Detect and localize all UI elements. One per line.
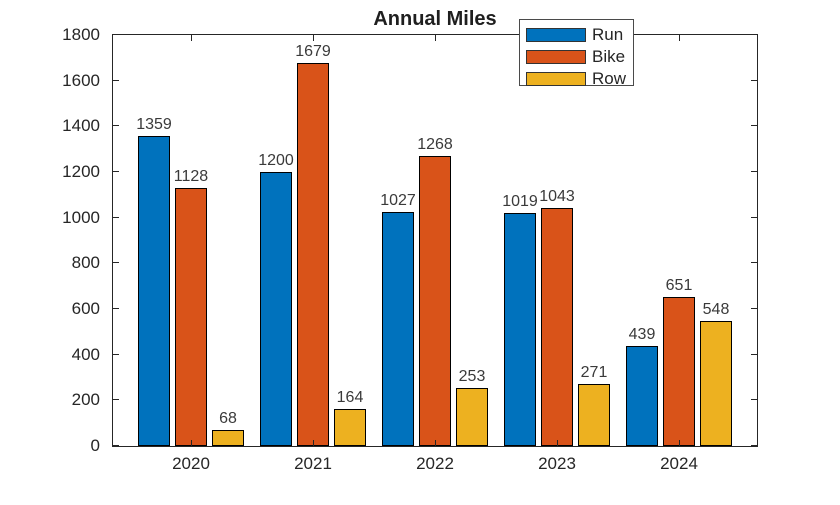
bar-value-label: 1027	[380, 191, 416, 209]
bar-value-label: 68	[219, 410, 237, 428]
y-tick-label: 600	[71, 299, 100, 318]
legend-label: Run	[592, 25, 624, 44]
bar-run-2023	[504, 213, 536, 446]
bar-value-label: 1359	[136, 115, 172, 133]
legend-entry-bike: Bike	[520, 46, 633, 68]
bar-value-label: 1679	[295, 42, 331, 60]
x-tick-label: 2024	[660, 454, 698, 473]
legend-entry-run: Run	[520, 24, 633, 46]
bar-value-label: 164	[336, 388, 364, 406]
x-tick-mark-top	[191, 35, 192, 41]
bar-value-label: 1200	[258, 152, 294, 169]
y-tick-mark-left	[113, 262, 119, 264]
bar-bike-2023	[541, 207, 573, 446]
bar-value-label: 439	[628, 325, 656, 343]
x-tick-label: 2021	[294, 454, 332, 473]
y-tick-mark-left	[113, 445, 119, 446]
x-tick-mark-top	[313, 35, 314, 41]
legend-entry-row: Row	[520, 68, 633, 90]
bar-run-2022	[382, 211, 414, 446]
bar-value-label: 1128	[173, 168, 209, 186]
y-tick-mark-left	[113, 34, 119, 35]
bar-bike-2020	[175, 188, 207, 446]
plot-area: 1359 1128 68 1200 1679 164 1027 1268 253 1019 1043…	[112, 34, 758, 447]
bar-value-label: 1043	[539, 187, 575, 205]
y-tick-mark-right	[751, 171, 757, 172]
y-tick-mark-left	[113, 125, 119, 127]
y-tick-mark-right	[751, 34, 757, 35]
legend-label: Row	[592, 69, 627, 88]
x-tick-label: 2023	[538, 454, 576, 473]
x-tick-label: 2022	[416, 454, 454, 473]
bar-row-2021	[334, 408, 366, 446]
bar-row-2020	[212, 430, 244, 446]
x-tick-mark-top	[679, 35, 680, 41]
x-tick-mark-top	[435, 35, 436, 41]
y-tick-label: 1800	[62, 25, 100, 44]
y-tick-mark-left	[113, 171, 119, 172]
y-tick-mark-right	[751, 79, 757, 81]
bar-run-2021	[260, 172, 292, 446]
y-tick-label: 1600	[62, 70, 100, 90]
bar-value-label: 1268	[417, 136, 453, 154]
legend-swatch-bike	[526, 50, 586, 64]
bar-value-label: 271	[580, 364, 608, 382]
y-tick-mark-right	[751, 125, 757, 127]
bar-run-2024	[626, 345, 658, 446]
bar-value-label: 1019	[502, 193, 538, 211]
y-tick-label: 1200	[62, 162, 100, 181]
x-tick-mark-bottom	[679, 440, 680, 446]
x-tick-mark-bottom	[557, 440, 558, 446]
y-tick-label: 200	[71, 390, 100, 410]
legend-swatch-run	[526, 28, 586, 42]
y-tick-label: 1000	[62, 207, 100, 227]
bar-value-label: 253	[458, 368, 486, 386]
bar-row-2024	[700, 320, 732, 446]
y-tick-mark-right	[751, 399, 757, 401]
bar-run-2020	[138, 135, 170, 446]
y-tick-label: 400	[71, 344, 100, 364]
y-tick-mark-right	[751, 445, 757, 446]
bar-value-label: 548	[702, 300, 730, 318]
y-tick-mark-right	[751, 216, 757, 218]
y-tick-mark-left	[113, 308, 119, 309]
y-tick-mark-right	[751, 353, 757, 355]
bar-bike-2021	[297, 62, 329, 446]
y-tick-mark-left	[113, 79, 119, 81]
x-tick-mark-bottom	[435, 440, 436, 446]
y-tick-mark-right	[751, 308, 757, 309]
y-tick-mark-right	[751, 262, 757, 264]
x-tick-mark-bottom	[313, 440, 314, 446]
legend-swatch-row	[526, 72, 586, 86]
x-tick-label: 2020	[172, 454, 210, 473]
y-tick-label: 800	[71, 253, 100, 273]
y-tick-mark-left	[113, 216, 119, 218]
bar-bike-2024	[663, 297, 695, 446]
y-tick-mark-left	[113, 399, 119, 401]
y-tick-label: 0	[90, 436, 100, 455]
bar-row-2022	[456, 388, 488, 446]
bar-value-label: 651	[665, 277, 693, 295]
chart-title: Annual Miles	[373, 8, 497, 30]
legend-label: Bike	[592, 47, 626, 66]
x-tick-mark-bottom	[191, 440, 192, 446]
bar-row-2023	[578, 384, 610, 446]
legend: Run Bike Row	[519, 19, 634, 88]
y-tick-label: 1400	[62, 116, 100, 136]
y-tick-mark-left	[113, 353, 119, 355]
